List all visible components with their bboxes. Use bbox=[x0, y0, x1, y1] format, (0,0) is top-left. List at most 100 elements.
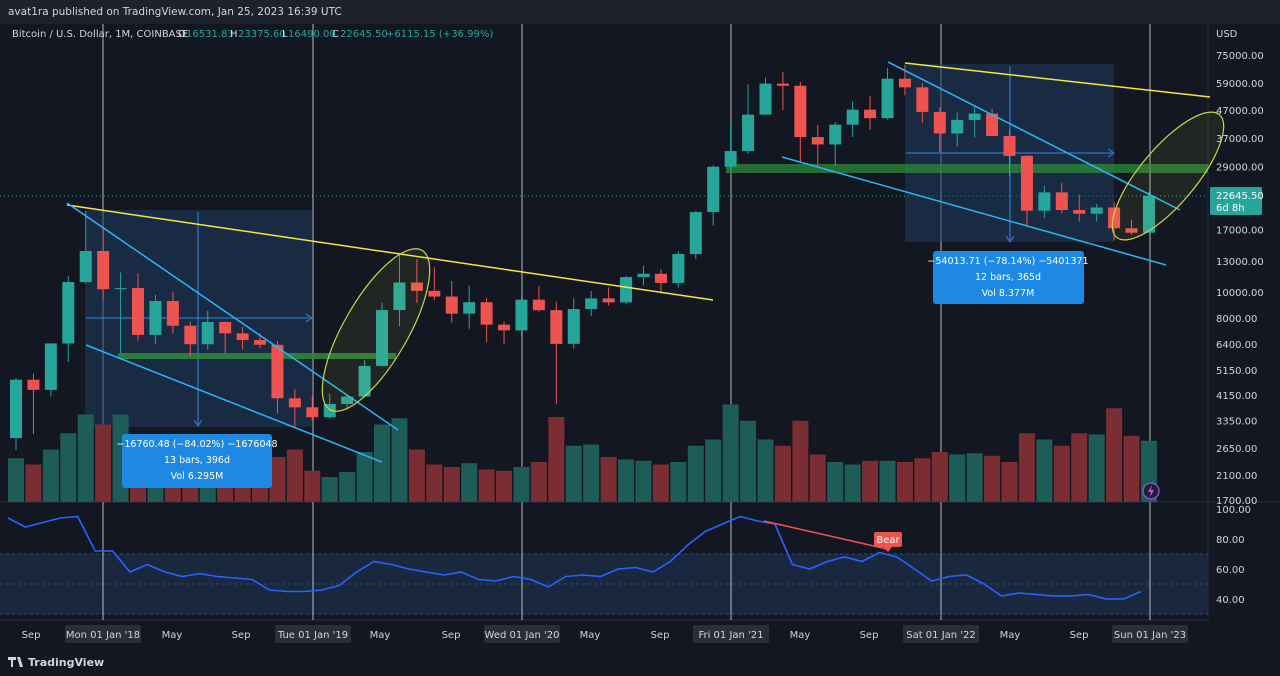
time-label: Sep bbox=[651, 630, 670, 641]
candle-2020-03 bbox=[550, 301, 563, 404]
volume-bar-2021-09 bbox=[862, 460, 879, 502]
channel-upper-1[interactable] bbox=[66, 202, 399, 431]
candle-body bbox=[184, 325, 197, 345]
volume-bar-2022-09 bbox=[1071, 433, 1088, 502]
price-tick-label: 4150.00 bbox=[1216, 391, 1257, 402]
rsi-axis[interactable]: 100.00 80.00 60.00 40.00 bbox=[1216, 505, 1251, 606]
volume-bar-2022-04 bbox=[984, 455, 1001, 502]
channel-lower-2[interactable] bbox=[781, 156, 1167, 266]
time-label: Sun 01 Jan '23 bbox=[1112, 625, 1188, 643]
trendline-yellow-1[interactable] bbox=[66, 204, 714, 301]
legend-l-value: 16490.00 bbox=[288, 29, 336, 40]
price-axis[interactable]: 75000.00 59000.00 47000.00 37000.00 29000.00… bbox=[1216, 51, 1264, 507]
volume-bar-2020-09 bbox=[652, 464, 669, 502]
breakout-ellipse-1[interactable] bbox=[302, 234, 449, 425]
measure-arrow-down-1 bbox=[193, 419, 203, 427]
measure-2-change: −54013.71 (−78.14%) −5401371 bbox=[927, 256, 1088, 267]
volume-bar-2021-10 bbox=[879, 460, 896, 502]
time-label-text: May bbox=[370, 630, 391, 641]
candle-body bbox=[742, 114, 755, 152]
candle-2018-07 bbox=[201, 310, 214, 350]
volume-bar-2019-02 bbox=[321, 477, 338, 502]
rsi-tick-label: 80.00 bbox=[1216, 535, 1245, 546]
candle-body bbox=[707, 166, 720, 213]
time-label: Mon 01 Jan '18 bbox=[65, 625, 141, 643]
candle-body bbox=[445, 296, 458, 314]
volume-bars bbox=[8, 404, 1157, 502]
candle-body bbox=[341, 396, 354, 404]
channel-upper-2[interactable] bbox=[887, 61, 1181, 211]
candle-body bbox=[393, 282, 406, 311]
candle-body bbox=[201, 322, 214, 345]
time-label: May bbox=[790, 630, 811, 641]
support-zone-2 bbox=[726, 164, 1208, 173]
candle-body bbox=[271, 344, 284, 399]
volume-bar-2017-11 bbox=[60, 433, 77, 502]
price-tick-label: 3350.00 bbox=[1216, 416, 1257, 427]
candle-body bbox=[114, 288, 127, 290]
header-bar bbox=[0, 0, 1280, 24]
time-label-bg bbox=[903, 625, 979, 643]
measure-arrow-right-1 bbox=[305, 313, 313, 323]
volume-bar-2020-06 bbox=[600, 457, 617, 502]
price-tick-label: 17000.00 bbox=[1216, 225, 1264, 236]
candle-body bbox=[846, 109, 859, 125]
candle-body bbox=[794, 85, 807, 138]
volume-bar-2021-04 bbox=[774, 445, 791, 502]
measure-2-vol: Vol 8.377M bbox=[982, 288, 1035, 299]
volume-bar-2022-01 bbox=[931, 452, 948, 502]
time-label-text: Sep bbox=[22, 630, 41, 641]
candle-2022-10 bbox=[1090, 204, 1103, 222]
candle-body bbox=[1003, 136, 1016, 156]
volume-bar-2021-06 bbox=[809, 454, 826, 502]
volume-bar-2021-08 bbox=[844, 464, 861, 502]
candle-2022-07 bbox=[1038, 185, 1051, 218]
candle-body bbox=[916, 87, 929, 112]
candle-2017-08 bbox=[10, 378, 22, 451]
candle-2021-08 bbox=[846, 101, 859, 137]
legend-symbol: Bitcoin / U.S. Dollar, 1M, COINBASE bbox=[12, 29, 188, 40]
time-label-text: Fri 01 Jan '21 bbox=[698, 630, 763, 641]
time-label: Tue 01 Jan '19 bbox=[275, 625, 351, 643]
time-label-bg bbox=[484, 625, 560, 643]
candle-body bbox=[428, 290, 441, 297]
candle-body bbox=[288, 398, 301, 408]
measure-label-1: −16760.48 (−84.02%) −1676048 13 bars, 39… bbox=[116, 434, 278, 488]
trendline-yellow-2[interactable] bbox=[904, 62, 1211, 98]
time-label-text: Sep bbox=[860, 630, 879, 641]
legend: Bitcoin / U.S. Dollar, 1M, COINBASE O 16… bbox=[12, 29, 493, 40]
candle-body bbox=[166, 301, 179, 326]
candle-2019-07 bbox=[410, 259, 423, 303]
candle-body bbox=[10, 379, 22, 439]
candle-2021-06 bbox=[811, 125, 824, 168]
volume-bar-2021-05 bbox=[792, 420, 809, 502]
bear-divergence-line bbox=[763, 520, 888, 550]
rsi-tick-label: 100.00 bbox=[1216, 505, 1251, 516]
candle-2022-04 bbox=[986, 108, 999, 137]
candle-body bbox=[236, 333, 249, 341]
volume-bar-2022-06 bbox=[1018, 433, 1035, 502]
volume-bar-2018-11 bbox=[269, 457, 286, 502]
lightning-icon[interactable] bbox=[1142, 482, 1160, 500]
candle-2019-01 bbox=[306, 396, 319, 421]
measure-label-2: −54013.71 (−78.14%) −5401371 12 bars, 36… bbox=[927, 251, 1089, 304]
channel-lower-1[interactable] bbox=[85, 344, 383, 463]
candle-2023-01 bbox=[1142, 191, 1155, 233]
candle-body bbox=[602, 298, 615, 303]
currency-label: USD bbox=[1216, 29, 1238, 40]
volume-bar-2019-08 bbox=[426, 464, 443, 502]
time-label-text: Mon 01 Jan '18 bbox=[66, 630, 140, 641]
breakout-ellipse-2[interactable] bbox=[1095, 97, 1241, 256]
time-label-text: Wed 01 Jan '20 bbox=[485, 630, 560, 641]
volume-bar-2021-01 bbox=[722, 404, 739, 502]
volume-bar-2019-03 bbox=[339, 472, 356, 502]
candle-2022-06 bbox=[1020, 155, 1033, 226]
time-axis[interactable]: Sep Mon 01 Jan '18 May Sep Tue 01 Jan '19 May… bbox=[22, 625, 1188, 643]
rsi-indicator bbox=[7, 515, 1142, 600]
candle-2020-11 bbox=[689, 210, 702, 260]
candle-2019-05 bbox=[376, 302, 389, 367]
candle-body bbox=[672, 254, 685, 283]
candle-body bbox=[1125, 228, 1138, 233]
time-label: Sep bbox=[860, 630, 879, 641]
